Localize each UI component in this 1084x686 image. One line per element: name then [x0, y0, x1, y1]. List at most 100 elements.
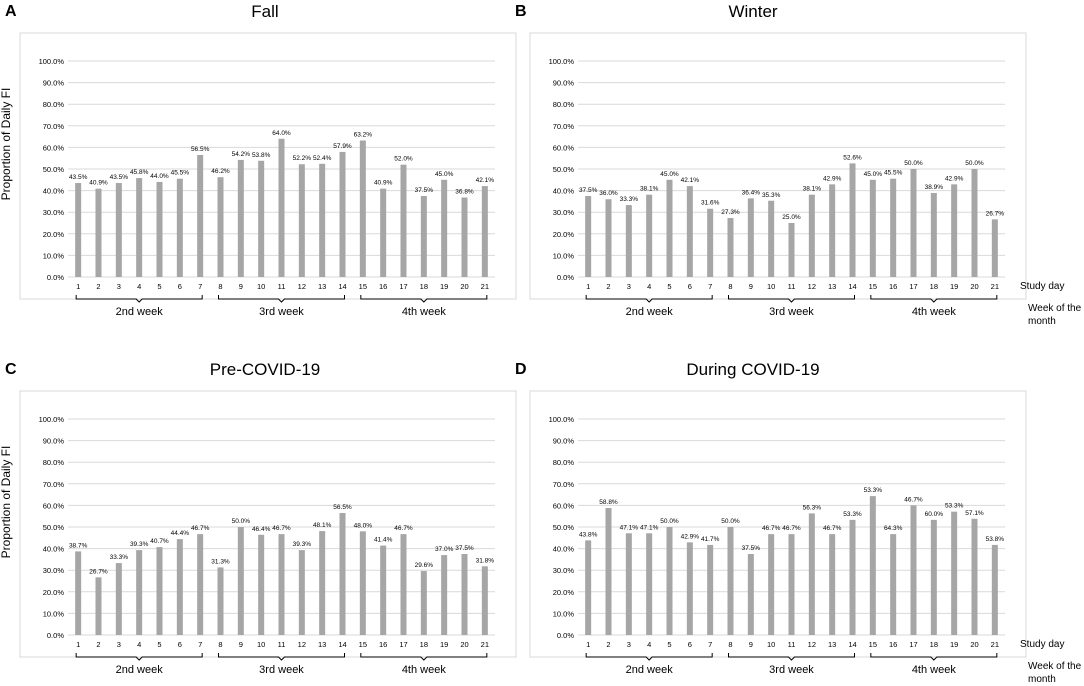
x-tick-label: 1 — [76, 640, 80, 649]
data-label: 36.0% — [599, 190, 618, 197]
panel-letter: D — [515, 361, 527, 378]
data-label: 46.7% — [191, 525, 210, 532]
x-tick-label: 12 — [808, 282, 816, 291]
y-tick-label: 10.0% — [43, 251, 65, 260]
x-tick-label: 5 — [157, 282, 161, 291]
bar — [319, 163, 326, 277]
x-tick-label: 5 — [667, 282, 671, 291]
week-bracket — [728, 295, 855, 303]
x-tick-label: 4 — [137, 282, 141, 291]
data-label: 39.3% — [130, 541, 149, 548]
data-label: 45.5% — [171, 170, 190, 177]
bar — [481, 566, 488, 635]
data-label: 52.4% — [313, 155, 332, 162]
x-tick-label: 13 — [828, 640, 836, 649]
bar — [910, 169, 917, 277]
x-tick-label: 2 — [606, 282, 610, 291]
data-label: 31.3% — [211, 558, 230, 565]
bar — [747, 198, 754, 277]
y-tick-label: 100.0% — [549, 57, 575, 66]
bar — [951, 184, 958, 277]
bar — [481, 186, 488, 277]
bar — [646, 194, 653, 277]
x-tick-label: 15 — [359, 640, 367, 649]
bar — [176, 539, 183, 635]
bar — [605, 507, 612, 635]
chart-panel-b: B Winter 0.0% 10.0% 20.0% 30.0% 40.0% 50.0% 60.0… — [515, 2, 1082, 327]
x-tick-label: 3 — [117, 640, 121, 649]
data-label: 36.8% — [455, 189, 474, 196]
data-label: 43.5% — [110, 174, 129, 181]
bar — [115, 563, 122, 635]
x-tick-label: 7 — [198, 640, 202, 649]
data-label: 39.3% — [293, 541, 312, 548]
chart-title: Pre-COVID-19 — [210, 360, 321, 379]
x-tick-label: 8 — [728, 640, 732, 649]
y-tick-label: 100.0% — [39, 57, 65, 66]
x-tick-label: 7 — [708, 282, 712, 291]
data-label: 38.1% — [640, 186, 659, 193]
y-tick-label: 100.0% — [549, 415, 575, 424]
data-label: 43.5% — [69, 174, 88, 181]
y-tick-label: 40.0% — [553, 545, 575, 554]
x-tick-label: 17 — [399, 640, 407, 649]
bar — [461, 554, 468, 635]
bar — [666, 527, 673, 635]
y-tick-label: 40.0% — [43, 545, 65, 554]
data-label: 45.0% — [660, 171, 679, 178]
bar — [461, 197, 468, 277]
data-label: 25.0% — [782, 214, 801, 221]
y-tick-label: 80.0% — [553, 458, 575, 467]
bar — [910, 505, 917, 635]
y-tick-label: 10.0% — [553, 251, 575, 260]
data-label: 41.7% — [701, 536, 720, 543]
bar — [707, 544, 714, 635]
study-day-label: Study day — [1020, 639, 1064, 650]
x-tick-label: 15 — [869, 282, 877, 291]
data-label: 53.3% — [945, 503, 964, 510]
bar — [136, 550, 143, 635]
bar — [869, 179, 876, 277]
week-bracket — [218, 295, 345, 303]
data-label: 46.7% — [782, 525, 801, 532]
data-label: 56.3% — [803, 504, 822, 511]
bar — [625, 205, 632, 277]
x-tick-label: 16 — [889, 282, 897, 291]
data-label: 26.7% — [89, 568, 108, 575]
data-label: 57.1% — [965, 510, 984, 517]
data-label: 57.9% — [333, 143, 352, 150]
x-tick-label: 5 — [667, 640, 671, 649]
y-tick-label: 60.0% — [553, 501, 575, 510]
x-tick-label: 1 — [586, 640, 590, 649]
data-label: 46.7% — [272, 525, 291, 532]
bar — [951, 511, 958, 635]
bar — [788, 223, 795, 277]
week-of-month-label: month — [1028, 674, 1056, 685]
bar — [400, 534, 407, 635]
bar — [585, 196, 592, 277]
y-axis-label: Proportion of Daily FI — [0, 446, 13, 559]
x-tick-label: 21 — [991, 282, 999, 291]
bar — [727, 218, 734, 277]
x-tick-label: 8 — [728, 282, 732, 291]
x-tick-label: 8 — [218, 640, 222, 649]
week-label: 2nd week — [626, 664, 674, 676]
bar — [278, 534, 285, 635]
x-tick-label: 2 — [96, 640, 100, 649]
bar — [136, 178, 143, 277]
data-label: 58.8% — [599, 499, 618, 506]
bar — [156, 547, 163, 635]
bar — [849, 163, 856, 277]
x-tick-label: 14 — [338, 282, 346, 291]
bar — [339, 512, 346, 635]
x-tick-label: 3 — [627, 640, 631, 649]
bar — [339, 151, 346, 277]
bar — [768, 534, 775, 635]
data-label: 46.7% — [904, 496, 923, 503]
bar — [75, 551, 82, 635]
data-label: 44.0% — [150, 173, 169, 180]
data-label: 50.0% — [721, 518, 740, 525]
data-label: 31.6% — [701, 200, 720, 207]
data-label: 41.4% — [374, 537, 393, 544]
